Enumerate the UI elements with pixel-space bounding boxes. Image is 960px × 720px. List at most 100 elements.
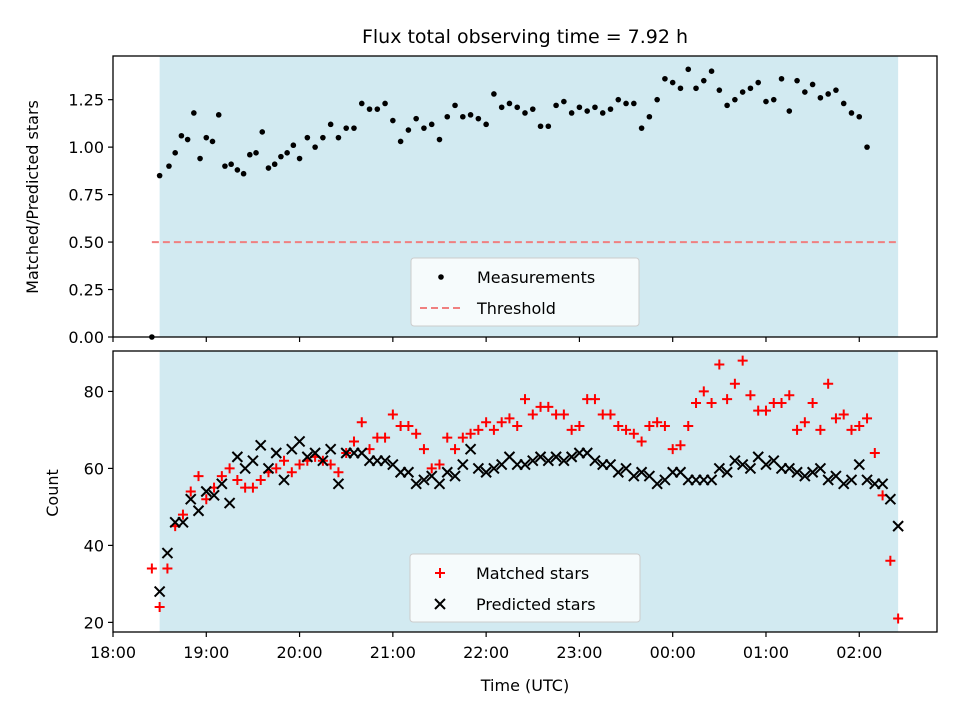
measurement-points — [149, 66, 870, 340]
measurement-point — [802, 89, 808, 95]
measurement-point — [864, 144, 870, 150]
measurement-point — [778, 75, 785, 82]
predicted-star-point — [457, 458, 469, 471]
predicted-star-point — [418, 474, 430, 486]
matched-star-point — [403, 421, 414, 432]
matched-star-point — [729, 378, 740, 389]
predicted-star-point — [153, 585, 166, 598]
measurement-point — [397, 138, 404, 145]
measurement-point — [240, 170, 247, 177]
predicted-star-point — [721, 466, 733, 478]
matched-star-point — [520, 394, 530, 405]
predicted-star-point — [254, 439, 267, 452]
measurement-point — [413, 115, 419, 122]
measurement-point — [506, 100, 513, 107]
predicted-star-point — [464, 443, 477, 455]
predicted-star-point — [628, 470, 640, 482]
legend-label: Matched stars — [476, 564, 589, 583]
measurement-point — [259, 129, 266, 135]
matched-star-point — [807, 397, 818, 408]
predicted-star-point — [729, 454, 741, 467]
predicted-star-point — [565, 451, 578, 463]
measurement-point — [166, 163, 172, 169]
measurement-point — [483, 121, 489, 128]
matched-star-point — [457, 432, 468, 443]
predicted-star-point — [542, 454, 555, 467]
predicted-star-point — [791, 466, 803, 478]
measurement-point — [156, 172, 163, 179]
measurement-point — [669, 79, 676, 86]
matched-star-point — [473, 424, 484, 435]
measurement-point — [786, 108, 793, 114]
measurement-point — [444, 113, 451, 120]
matched-star-point — [792, 424, 803, 435]
predicted-star-point — [480, 466, 492, 478]
matched-star-point — [193, 471, 204, 482]
measurement-point — [840, 100, 847, 107]
x-tick-label: 20:00 — [277, 643, 323, 662]
measurement-point — [537, 123, 544, 130]
predicted-star-point — [231, 451, 244, 463]
predicted-star-point — [822, 474, 834, 486]
y-tick-label: 60 — [84, 459, 104, 478]
matched-star-point — [636, 436, 647, 447]
measurement-point — [553, 102, 559, 109]
predicted-stars-points — [153, 435, 904, 598]
measurement-point — [716, 87, 723, 93]
measurement-point — [568, 110, 575, 116]
predicted-star-point — [247, 454, 259, 467]
y-tick-label: 20 — [84, 613, 104, 632]
matched-star-point — [512, 421, 523, 432]
predicted-star-point — [185, 493, 197, 505]
measurement-point — [209, 138, 216, 145]
measurement-point — [607, 106, 614, 112]
matched-star-point — [333, 467, 344, 478]
measurement-point — [770, 96, 777, 103]
legend-label: Predicted stars — [476, 595, 596, 614]
legend-label: Threshold — [476, 299, 556, 318]
predicted-star-point — [192, 505, 205, 517]
matched-star-point — [613, 421, 624, 432]
measurement-point — [335, 134, 342, 141]
matched-star-point — [450, 444, 461, 455]
matched-star-point — [869, 448, 880, 459]
matched-star-point — [683, 421, 694, 432]
x-tick-label: 01:00 — [743, 643, 789, 662]
chart-title: Flux total observing time = 7.92 h — [362, 26, 688, 48]
predicted-star-point — [278, 474, 290, 486]
matched-star-point — [348, 436, 359, 447]
predicted-star-point — [892, 520, 904, 532]
matched-star-point — [465, 428, 476, 439]
measurement-point — [290, 142, 297, 149]
predicted-star-point — [651, 478, 663, 490]
legend-x-marker — [434, 598, 446, 610]
predicted-star-point — [200, 485, 212, 498]
ratio-y-ticks: 0.00 0.25 0.50 0.75 1.00 1.25 — [68, 91, 113, 347]
measurement-point — [662, 75, 668, 82]
predicted-star-point — [161, 547, 174, 559]
measurement-point — [390, 117, 396, 124]
predicted-star-point — [853, 458, 865, 471]
count-y-ticks: 20 40 60 80 — [84, 382, 113, 632]
x-tick-label: 23:00 — [556, 643, 602, 662]
y-tick-label: 40 — [84, 536, 104, 555]
measurement-point — [833, 87, 839, 93]
measurement-point — [654, 96, 660, 103]
measurement-point — [576, 104, 583, 111]
matched-star-point — [504, 413, 515, 424]
measurement-point — [708, 68, 715, 74]
matched-star-point — [286, 467, 297, 478]
matched-star-point — [442, 432, 453, 443]
ratio-legend: Measurements Threshold — [410, 257, 640, 327]
matched-star-point — [255, 474, 266, 485]
predicted-star-point — [814, 462, 827, 475]
matched-star-point — [885, 555, 896, 566]
measurement-point — [631, 100, 637, 107]
legend-box — [409, 553, 641, 623]
measurement-point — [327, 121, 334, 128]
measurement-point — [677, 85, 684, 92]
predicted-star-point — [332, 478, 345, 490]
matched-star-point — [628, 428, 639, 439]
predicted-star-point — [744, 462, 757, 475]
measurement-point — [428, 121, 435, 128]
